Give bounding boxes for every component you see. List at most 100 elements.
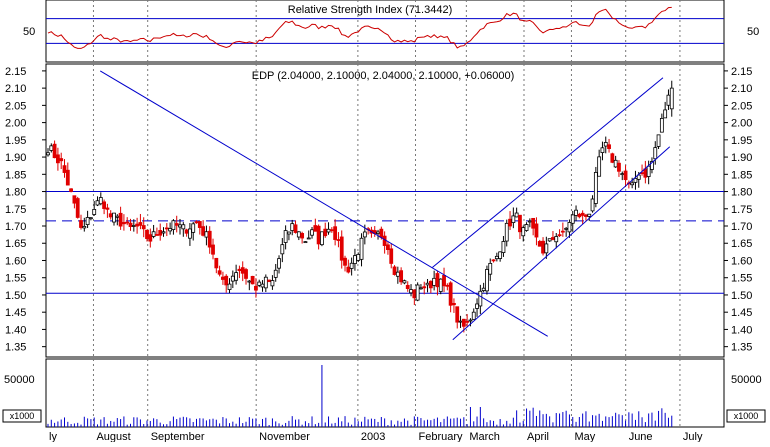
candle-body (300, 233, 305, 239)
candle-body (108, 213, 113, 218)
candle-body (155, 234, 159, 236)
candle-body (508, 218, 512, 227)
candle-body (544, 243, 549, 254)
candle-body (481, 287, 486, 291)
candle-body (557, 234, 562, 237)
volume-y-tick-label-left: 50000 (4, 374, 35, 386)
candle-body (521, 227, 526, 237)
price-y-tick-label-right: 2.10 (731, 83, 752, 95)
candle-body (359, 237, 364, 260)
candle-body (145, 229, 149, 240)
candle-body (643, 168, 648, 178)
candle-body (148, 234, 153, 242)
candle-body (402, 280, 407, 284)
candle-body (287, 231, 291, 235)
candle-body (329, 229, 334, 232)
candle-body (46, 152, 50, 156)
candle-body (227, 283, 232, 290)
candle-body (362, 231, 367, 238)
candle-body (435, 273, 440, 288)
candle-body (428, 280, 433, 289)
price-y-tick-label-left: 1.70 (5, 221, 26, 233)
candle-body (326, 228, 331, 233)
candle-body (102, 201, 107, 209)
candle-body (263, 276, 268, 289)
candle-body (234, 272, 239, 281)
horizontal-lines (46, 191, 724, 294)
candle-body (551, 237, 555, 240)
price-y-tick-label-left: 2.00 (5, 118, 26, 130)
candle-body (419, 287, 423, 290)
x-tick-label: November (259, 431, 310, 442)
candle-body (240, 267, 245, 274)
unit-label-right: x1000 (734, 411, 759, 421)
candle-body (320, 231, 324, 246)
candle-body (197, 221, 202, 228)
x-tick-label: 2003 (361, 431, 385, 442)
candle-body (260, 283, 265, 288)
candle-body (168, 228, 173, 232)
candle-body (273, 269, 278, 278)
price-y-tick-label-left: 1.60 (5, 255, 26, 267)
candle-body (224, 275, 229, 286)
x-tick-label: March (469, 431, 500, 442)
candle-body (85, 217, 90, 225)
candle-body (296, 231, 301, 238)
unit-label-box-left (2, 409, 42, 423)
candle-body (485, 269, 489, 292)
candle-body (191, 223, 196, 233)
candle-body (425, 282, 430, 286)
candle-body (564, 227, 569, 230)
candle-body (379, 228, 384, 238)
price-y-tick-label-right: 1.50 (731, 290, 752, 302)
x-tick-label: July (683, 431, 703, 442)
price-y-tick-label-right: 2.05 (731, 100, 752, 112)
candle-body (597, 156, 602, 177)
candle-body (115, 215, 120, 218)
candle-body (524, 224, 529, 231)
price-y-tick-label-left: 1.55 (5, 273, 26, 285)
candle-body (158, 230, 163, 236)
candle-body (498, 251, 503, 259)
candle-body (178, 224, 182, 228)
candle-body (669, 87, 674, 110)
candle-body (128, 222, 133, 228)
candle-body (458, 320, 463, 323)
candle-body (593, 172, 598, 204)
candle-body (214, 257, 219, 269)
candle-body (75, 198, 80, 218)
unit-label-box-right (726, 409, 766, 423)
candle-body (382, 235, 387, 246)
candle-body (409, 289, 413, 294)
candle-body (636, 174, 641, 180)
rsi-y-tick-label-left: 50 (23, 26, 35, 38)
candle-body (468, 319, 473, 322)
candle-body (633, 178, 638, 183)
candle-body (303, 241, 308, 244)
candle-body (580, 212, 585, 216)
candle-body (211, 244, 215, 255)
candle-body (537, 241, 542, 247)
candle-body (659, 118, 664, 133)
candle-body (138, 222, 143, 226)
candle-body (445, 284, 450, 287)
candle-body (534, 223, 539, 238)
price-y-tick-label-right: 2.00 (731, 118, 752, 130)
candle-body (432, 277, 437, 286)
candle-body (270, 280, 275, 287)
candle-body (184, 229, 189, 234)
candle-body (174, 223, 179, 226)
candle-body (72, 195, 77, 204)
candle-body (250, 275, 255, 285)
candle-body (527, 220, 532, 223)
candle-body (442, 275, 446, 287)
candle-body (118, 212, 123, 227)
candle-body (376, 231, 380, 234)
trend-line-1 (99, 70, 548, 337)
candle-body (95, 200, 100, 206)
candle-body (65, 169, 70, 186)
candle-body (531, 217, 536, 229)
candle-body (316, 225, 321, 245)
price-y-tick-label-left: 1.75 (5, 204, 26, 216)
